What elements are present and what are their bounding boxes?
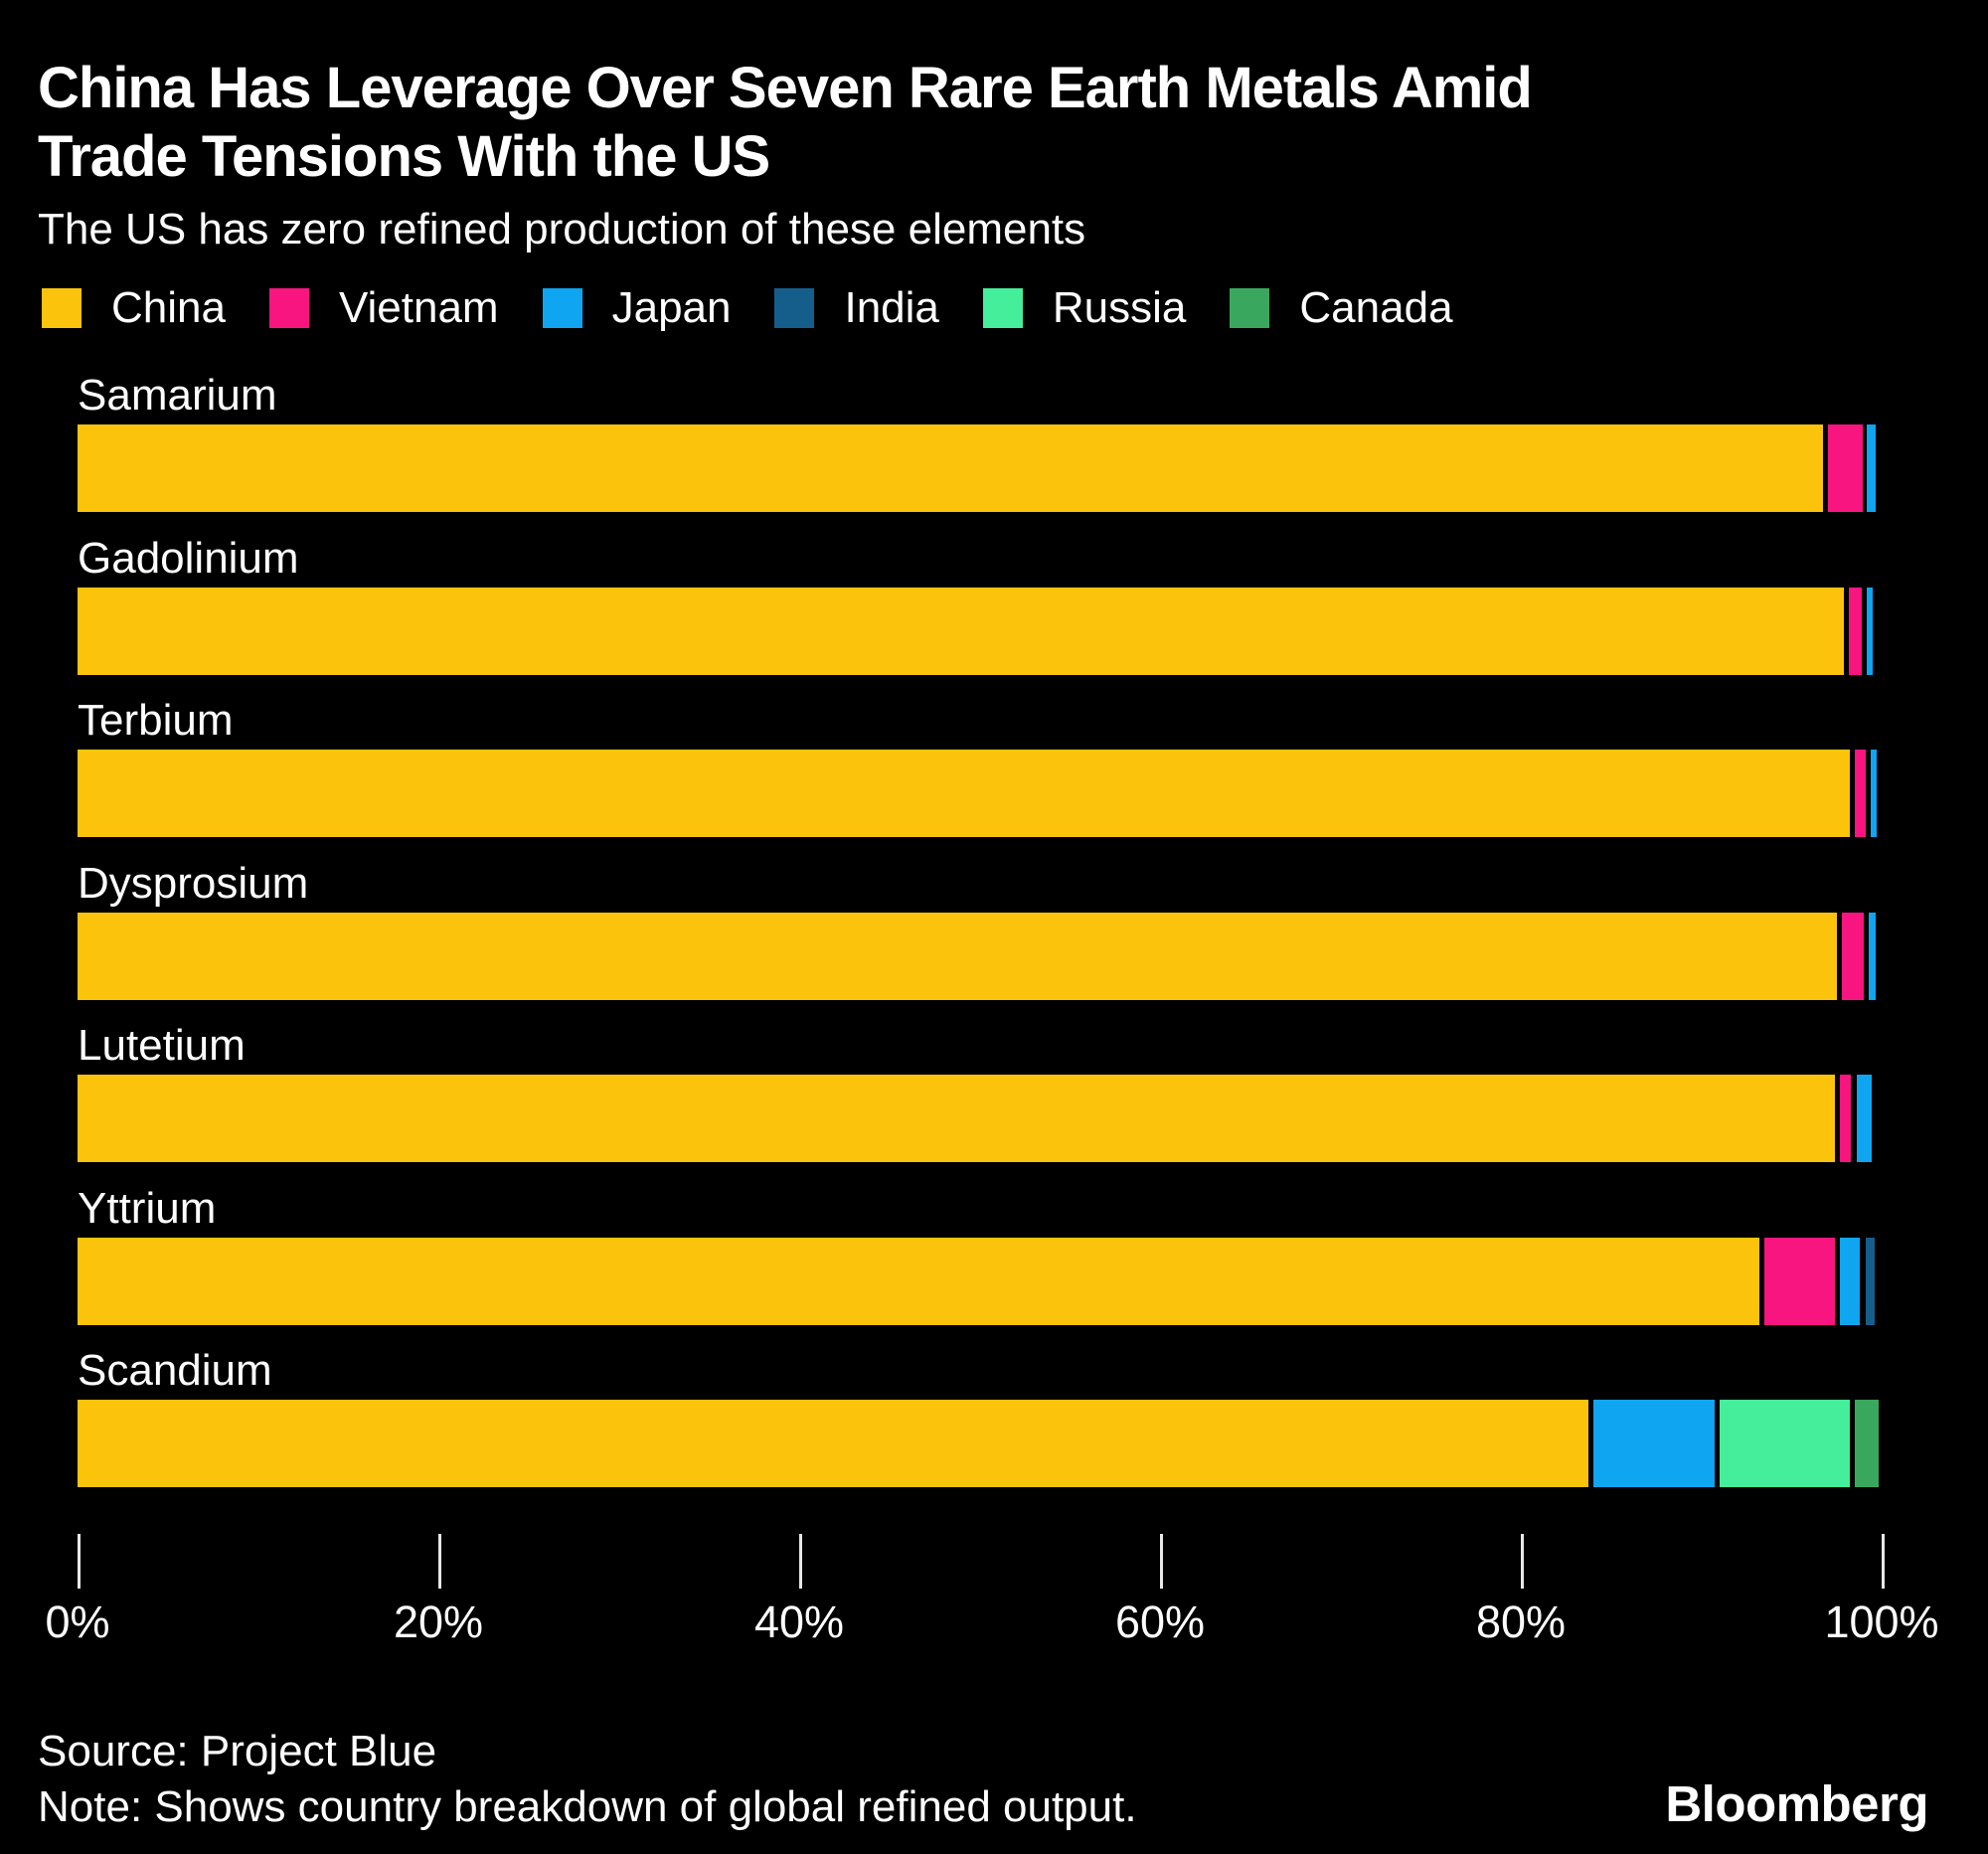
bar-row-samarium bbox=[78, 424, 1882, 512]
bar-row-label-lutetium: Lutetium bbox=[78, 1021, 246, 1070]
bar-segment-lutetium-vietnam bbox=[1840, 1075, 1851, 1162]
bar-segment-lutetium-japan bbox=[1857, 1075, 1872, 1162]
legend-label-vietnam: Vietnam bbox=[338, 283, 499, 332]
bar-segment-yttrium-vietnam bbox=[1764, 1238, 1835, 1325]
legend-swatch-japan-icon bbox=[542, 288, 582, 328]
bar-row-scandium bbox=[78, 1400, 1882, 1487]
bar-segment-yttrium-india bbox=[1866, 1238, 1875, 1325]
legend-label-china: China bbox=[111, 283, 226, 332]
bar-segment-gadolinium-japan bbox=[1867, 588, 1873, 675]
axis-tick-100- bbox=[1882, 1534, 1885, 1589]
bar-row-dysprosium bbox=[78, 913, 1882, 1000]
legend-item-japan: Japan bbox=[542, 283, 732, 332]
axis-tick-40- bbox=[799, 1534, 802, 1589]
bar-segment-scandium-canada bbox=[1855, 1400, 1879, 1487]
legend: China Vietnam Japan India Russia Canada bbox=[42, 286, 1453, 330]
bar-segment-samarium-japan bbox=[1867, 424, 1876, 512]
chart-title: China Has Leverage Over Seven Rare Earth… bbox=[38, 54, 1533, 191]
methodology-note: Note: Shows country breakdown of global … bbox=[38, 1782, 1137, 1831]
legend-item-china: China bbox=[42, 286, 226, 330]
legend-item-russia: Russia bbox=[982, 283, 1187, 332]
bar-row-label-dysprosium: Dysprosium bbox=[78, 859, 309, 908]
legend-label-japan: Japan bbox=[611, 283, 732, 332]
axis-tick-label-60-: 60% bbox=[1114, 1597, 1206, 1647]
legend-swatch-vietnam-icon bbox=[268, 288, 309, 328]
bar-segment-terbium-china bbox=[78, 750, 1850, 837]
bar-segment-dysprosium-japan bbox=[1869, 913, 1876, 1000]
bar-row-terbium bbox=[78, 750, 1882, 837]
bar-row-label-samarium: Samarium bbox=[78, 371, 277, 420]
axis-tick-label-80-: 80% bbox=[1475, 1597, 1567, 1647]
bar-segment-scandium-russia bbox=[1720, 1400, 1850, 1487]
axis-tick-80- bbox=[1521, 1534, 1524, 1589]
bar-row-label-gadolinium: Gadolinium bbox=[78, 534, 299, 583]
legend-item-canada: Canada bbox=[1230, 283, 1453, 332]
bar-segment-terbium-vietnam bbox=[1855, 750, 1866, 837]
axis-tick-0- bbox=[78, 1534, 81, 1589]
legend-item-vietnam: Vietnam bbox=[268, 283, 499, 332]
bar-row-yttrium bbox=[78, 1238, 1882, 1325]
bar-row-label-terbium: Terbium bbox=[78, 696, 234, 745]
bar-segment-yttrium-japan bbox=[1840, 1238, 1860, 1325]
axis-tick-20- bbox=[438, 1534, 441, 1589]
bar-segment-samarium-vietnam bbox=[1828, 424, 1863, 512]
bar-segment-terbium-japan bbox=[1871, 750, 1877, 837]
axis-tick-label-100-: 100% bbox=[1824, 1597, 1939, 1647]
chart-title-line1: China Has Leverage Over Seven Rare Earth… bbox=[38, 56, 1533, 120]
legend-label-russia: Russia bbox=[1052, 283, 1187, 332]
axis-tick-label-20-: 20% bbox=[393, 1597, 484, 1647]
bloomberg-logo: Bloomberg bbox=[1665, 1775, 1928, 1832]
bar-row-lutetium bbox=[78, 1075, 1882, 1162]
legend-swatch-china-icon bbox=[42, 288, 82, 328]
bar-row-label-scandium: Scandium bbox=[78, 1346, 272, 1395]
bar-segment-gadolinium-vietnam bbox=[1849, 588, 1862, 675]
bar-segment-scandium-china bbox=[78, 1400, 1588, 1487]
axis-tick-label-40-: 40% bbox=[753, 1597, 845, 1647]
bar-row-gadolinium bbox=[78, 588, 1882, 675]
bar-segment-gadolinium-china bbox=[78, 588, 1844, 675]
chart-title-line2: Trade Tensions With the US bbox=[38, 124, 770, 189]
legend-label-canada: Canada bbox=[1299, 283, 1453, 332]
source-note: Source: Project Blue bbox=[38, 1727, 437, 1775]
legend-item-india: India bbox=[774, 283, 939, 332]
bar-segment-lutetium-china bbox=[78, 1075, 1835, 1162]
bar-segment-samarium-china bbox=[78, 424, 1823, 512]
bar-segment-scandium-japan bbox=[1593, 1400, 1715, 1487]
legend-swatch-canada-icon bbox=[1230, 288, 1270, 328]
axis-tick-label-0-: 0% bbox=[45, 1597, 110, 1647]
legend-label-india: India bbox=[844, 283, 939, 332]
bar-segment-yttrium-china bbox=[78, 1238, 1759, 1325]
legend-swatch-russia-icon bbox=[982, 288, 1023, 328]
bar-segment-dysprosium-china bbox=[78, 913, 1837, 1000]
chart-subtitle: The US has zero refined production of th… bbox=[38, 205, 1086, 253]
legend-swatch-india-icon bbox=[774, 288, 815, 328]
bar-row-label-yttrium: Yttrium bbox=[78, 1184, 217, 1233]
bar-segment-dysprosium-vietnam bbox=[1842, 913, 1864, 1000]
axis-tick-60- bbox=[1160, 1534, 1163, 1589]
